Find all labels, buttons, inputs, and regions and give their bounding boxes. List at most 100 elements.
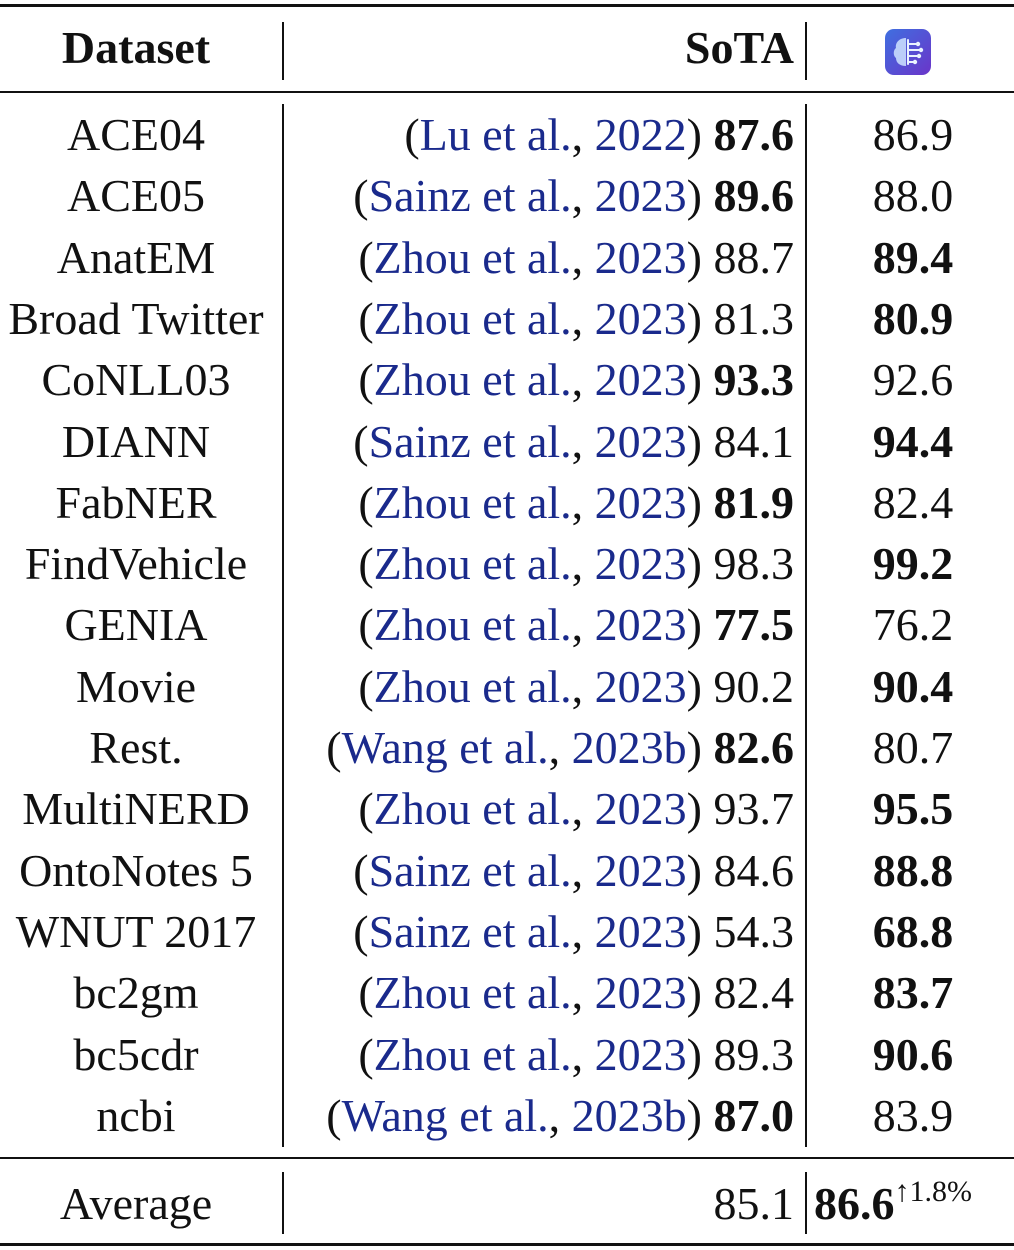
citation-author-link[interactable]: Zhou et al. bbox=[373, 538, 572, 590]
sota-score: 54.3 bbox=[713, 905, 795, 957]
close-paren: ) bbox=[686, 844, 714, 896]
open-paren: ( bbox=[353, 905, 369, 957]
bottom-rule bbox=[0, 1243, 1014, 1246]
close-paren: ) bbox=[686, 1028, 714, 1080]
sota-cell: (Zhou et al., 2023) 82.4 bbox=[286, 962, 794, 1023]
citation-author-link[interactable]: Zhou et al. bbox=[373, 599, 572, 651]
table-row: DIANN (Sainz et al., 2023) 84.1 94.4 bbox=[0, 411, 1014, 472]
citation-author-link[interactable]: Zhou et al. bbox=[373, 476, 572, 528]
citation-comma: , bbox=[571, 1028, 595, 1080]
open-paren: ( bbox=[358, 476, 374, 528]
citation-year-link[interactable]: 2023 bbox=[594, 415, 687, 467]
citation-author-link[interactable]: Lu et al. bbox=[419, 109, 572, 160]
average-ours-value: 86.6 bbox=[814, 1178, 895, 1229]
sota-cell: (Zhou et al., 2023) 93.3 bbox=[286, 349, 794, 410]
citation-author-link[interactable]: Zhou et al. bbox=[373, 783, 572, 835]
close-paren: ) bbox=[686, 722, 714, 773]
citation-year-link[interactable]: 2023 bbox=[594, 292, 687, 344]
citation-year-link[interactable]: 2023 bbox=[594, 1028, 687, 1080]
separator-sota-body bbox=[805, 104, 807, 1147]
table-row: FabNER (Zhou et al., 2023) 81.9 82.4 bbox=[0, 472, 1014, 533]
open-paren: ( bbox=[404, 109, 420, 160]
citation-author-link[interactable]: Wang et al. bbox=[341, 722, 549, 773]
close-paren: ) bbox=[686, 599, 714, 651]
table-row: Broad Twitter (Zhou et al., 2023) 81.3 80.… bbox=[0, 288, 1014, 349]
dataset-name: Broad Twitter bbox=[8, 292, 264, 344]
open-paren: ( bbox=[358, 783, 374, 835]
sota-score: 77.5 bbox=[713, 599, 795, 651]
citation-year-link[interactable]: 2023 bbox=[594, 967, 687, 1019]
table-row: bc2gm (Zhou et al., 2023) 82.4 83.7 bbox=[0, 962, 1014, 1023]
citation-year-link[interactable]: 2023 bbox=[594, 844, 687, 896]
citation-year-link[interactable]: 2023 bbox=[594, 354, 687, 406]
citation-author-link[interactable]: Zhou et al. bbox=[373, 292, 572, 344]
sota-score: 81.9 bbox=[713, 476, 795, 528]
close-paren: ) bbox=[686, 354, 714, 406]
citation-author-link[interactable]: Sainz et al. bbox=[368, 170, 572, 222]
close-paren: ) bbox=[686, 783, 714, 835]
dataset-name: bc2gm bbox=[73, 967, 199, 1019]
average-gain: ↑1.8% bbox=[894, 1175, 973, 1208]
citation-year-link[interactable]: 2023 bbox=[594, 660, 687, 712]
table-row: ACE05 (Sainz et al., 2023) 89.6 88.0 bbox=[0, 165, 1014, 226]
sota-cell: (Sainz et al., 2023) 84.1 bbox=[286, 411, 794, 472]
sota-cell: (Sainz et al., 2023) 89.6 bbox=[286, 165, 794, 226]
sota-cell: (Wang et al., 2023b) 87.0 bbox=[286, 1085, 794, 1146]
citation-year-link[interactable]: 2023 bbox=[594, 905, 687, 957]
separator-sota-header bbox=[805, 22, 807, 80]
citation-author-link[interactable]: Sainz et al. bbox=[368, 905, 572, 957]
open-paren: ( bbox=[353, 170, 369, 222]
citation-author-link[interactable]: Zhou et al. bbox=[373, 660, 572, 712]
citation-year-link[interactable]: 2023 bbox=[594, 170, 687, 222]
table-row: FindVehicle (Zhou et al., 2023) 98.3 99.2 bbox=[0, 533, 1014, 594]
citation-author-link[interactable]: Sainz et al. bbox=[368, 844, 572, 896]
citation-year-link[interactable]: 2023 bbox=[594, 476, 687, 528]
model-score: 83.9 bbox=[872, 1089, 954, 1141]
separator-dataset-header bbox=[282, 22, 284, 80]
close-paren: ) bbox=[686, 415, 714, 467]
citation-year-link[interactable]: 2023 bbox=[594, 599, 687, 651]
model-score: 95.5 bbox=[872, 783, 954, 835]
model-score: 94.4 bbox=[872, 415, 954, 467]
citation-author-link[interactable]: Wang et al. bbox=[341, 1089, 549, 1141]
open-paren: ( bbox=[358, 231, 374, 283]
citation-year-link[interactable]: 2023 bbox=[594, 783, 687, 835]
model-score: 88.8 bbox=[872, 844, 954, 896]
sota-cell: (Zhou et al., 2023) 93.7 bbox=[286, 778, 794, 839]
citation-author-link[interactable]: Zhou et al. bbox=[373, 967, 572, 1019]
citation-year-link[interactable]: 2023b bbox=[571, 722, 687, 773]
citation-comma: , bbox=[571, 292, 595, 344]
citation-year-link[interactable]: 2023 bbox=[594, 538, 687, 590]
header-rule bbox=[0, 91, 1014, 93]
citation-comma: , bbox=[571, 967, 595, 1019]
model-score: 80.9 bbox=[872, 292, 954, 344]
citation-year-link[interactable]: 2023 bbox=[594, 231, 687, 283]
sota-score: 89.3 bbox=[713, 1028, 795, 1080]
table-row: CoNLL03 (Zhou et al., 2023) 93.3 92.6 bbox=[0, 349, 1014, 410]
sota-cell: (Wang et al., 2023b) 82.6 bbox=[286, 717, 794, 778]
citation-comma: , bbox=[571, 109, 595, 160]
dataset-name: AnatEM bbox=[56, 231, 216, 283]
citation-author-link[interactable]: Zhou et al. bbox=[373, 231, 572, 283]
header-sota: SoTA bbox=[684, 22, 794, 73]
open-paren: ( bbox=[326, 722, 342, 773]
citation-author-link[interactable]: Zhou et al. bbox=[373, 1028, 572, 1080]
open-paren: ( bbox=[358, 354, 374, 406]
citation-comma: , bbox=[571, 660, 595, 712]
model-score: 76.2 bbox=[872, 599, 954, 651]
citation-author-link[interactable]: Zhou et al. bbox=[373, 354, 572, 406]
citation-year-link[interactable]: 2022 bbox=[594, 109, 687, 160]
average-sota: 85.1 bbox=[713, 1178, 795, 1229]
top-rule bbox=[0, 4, 1014, 7]
close-paren: ) bbox=[686, 292, 714, 344]
sota-cell: (Zhou et al., 2023) 77.5 bbox=[286, 594, 794, 655]
sota-score: 82.6 bbox=[713, 722, 795, 773]
close-paren: ) bbox=[686, 660, 714, 712]
citation-comma: , bbox=[571, 354, 595, 406]
dataset-name: OntoNotes 5 bbox=[19, 844, 253, 896]
citation-author-link[interactable]: Sainz et al. bbox=[368, 415, 572, 467]
citation-year-link[interactable]: 2023b bbox=[571, 1089, 687, 1141]
sota-cell: (Zhou et al., 2023) 90.2 bbox=[286, 656, 794, 717]
open-paren: ( bbox=[358, 599, 374, 651]
dataset-name: MultiNERD bbox=[22, 783, 250, 835]
